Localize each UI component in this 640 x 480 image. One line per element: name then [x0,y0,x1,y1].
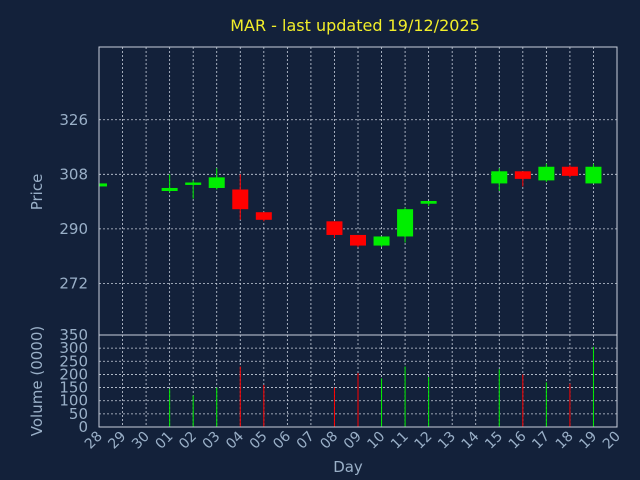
price-axis-label: Price [28,174,46,211]
volume-tick-label: 150 [59,379,88,397]
x-tick-label: 01 [153,429,177,453]
volume-tick-label: 0 [78,418,88,436]
volume-axis-label: Volume (0000) [28,326,46,436]
candle-body [255,212,272,220]
candle-body [350,234,366,246]
x-tick-label: 18 [553,429,577,453]
x-tick-label: 10 [364,429,388,453]
x-tick-label: 30 [129,429,153,453]
x-tick-label: 16 [506,428,530,452]
x-axis-label: Day [333,458,363,476]
candle-body [208,177,225,188]
candle-body [397,209,414,237]
candle-body [585,166,602,184]
candle-body [232,189,249,210]
chart-title: MAR - last updated 19/12/2025 [230,16,480,35]
volume-frame [98,334,618,428]
x-tick-label: 08 [317,429,341,453]
candle-body [185,182,202,185]
x-tick-label: 09 [341,429,365,453]
volume-tick-label: 350 [59,326,88,344]
volume-tick-label: 300 [59,339,88,357]
candle-body [373,236,390,246]
price-tick-label: 326 [59,111,88,129]
x-tick-label: 17 [529,429,553,453]
x-tick-label: 13 [435,429,459,453]
x-tick-label: 06 [270,428,294,452]
x-tick-label: 03 [200,429,224,453]
volume-tick-label: 200 [59,365,88,383]
candle-body [538,166,555,181]
x-tick-labels: 28 29 30 01 02 03 04 05 06 07 08 09 10 11 12 13 14 15 16 17… [82,428,624,452]
x-tick-label: 05 [247,429,271,453]
price-panel: 272 290 308 326 [59,46,618,336]
candle-body [514,171,531,179]
price-tick-label: 272 [59,274,88,292]
x-tick-label: 07 [294,429,318,453]
candle-body [326,221,343,235]
candle-body [161,187,178,191]
x-tick-label: 11 [388,429,412,453]
volume-tick-label: 50 [69,405,88,423]
x-tick-label: 12 [412,429,436,453]
candle-body [561,166,578,176]
x-tick-label: 02 [176,429,200,453]
price-tick-label: 290 [59,220,88,238]
candle-body [99,183,107,187]
volume-tick-label: 250 [59,352,88,370]
x-tick-label: 04 [223,428,247,452]
x-tick-label: 14 [459,428,483,452]
volume-tick-label: 100 [59,392,88,410]
x-tick-label: 15 [482,429,506,453]
candle-body [491,171,508,184]
price-tick-label: 308 [59,165,88,183]
x-tick-label: 19 [576,429,600,453]
candle-body [420,201,437,204]
x-tick-label: 20 [600,429,624,453]
x-tick-label: 29 [105,429,129,453]
